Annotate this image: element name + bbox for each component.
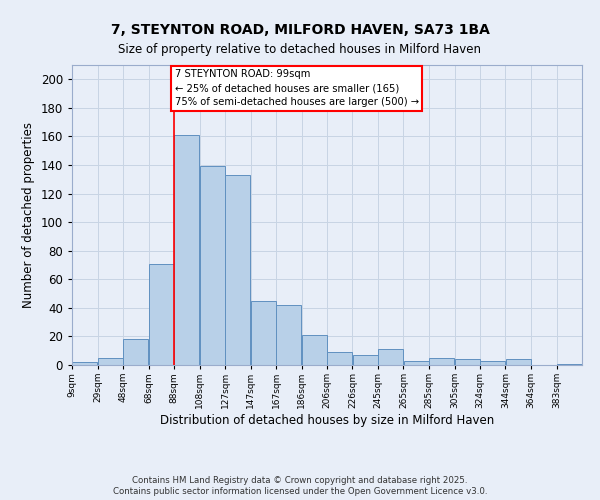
Bar	[72, 362, 97, 365]
Bar	[225, 175, 250, 365]
Bar	[98, 358, 123, 365]
Bar	[149, 264, 174, 365]
Bar	[378, 350, 403, 365]
Text: Contains HM Land Registry data © Crown copyright and database right 2025.: Contains HM Land Registry data © Crown c…	[132, 476, 468, 485]
Y-axis label: Number of detached properties: Number of detached properties	[22, 122, 35, 308]
Text: 7, STEYNTON ROAD, MILFORD HAVEN, SA73 1BA: 7, STEYNTON ROAD, MILFORD HAVEN, SA73 1B…	[110, 22, 490, 36]
Text: Size of property relative to detached houses in Milford Haven: Size of property relative to detached ho…	[119, 42, 482, 56]
Bar	[251, 300, 276, 365]
Text: 7 STEYNTON ROAD: 99sqm
← 25% of detached houses are smaller (165)
75% of semi-de: 7 STEYNTON ROAD: 99sqm ← 25% of detached…	[175, 70, 419, 108]
Bar	[455, 360, 480, 365]
Bar	[506, 360, 531, 365]
Bar	[276, 305, 301, 365]
Bar	[123, 340, 148, 365]
X-axis label: Distribution of detached houses by size in Milford Haven: Distribution of detached houses by size …	[160, 414, 494, 427]
Bar	[200, 166, 225, 365]
Bar	[327, 352, 352, 365]
Bar	[480, 360, 505, 365]
Bar	[429, 358, 454, 365]
Bar	[404, 360, 429, 365]
Text: Contains public sector information licensed under the Open Government Licence v3: Contains public sector information licen…	[113, 488, 487, 496]
Bar	[302, 335, 327, 365]
Bar	[353, 355, 378, 365]
Bar	[174, 135, 199, 365]
Bar	[557, 364, 582, 365]
